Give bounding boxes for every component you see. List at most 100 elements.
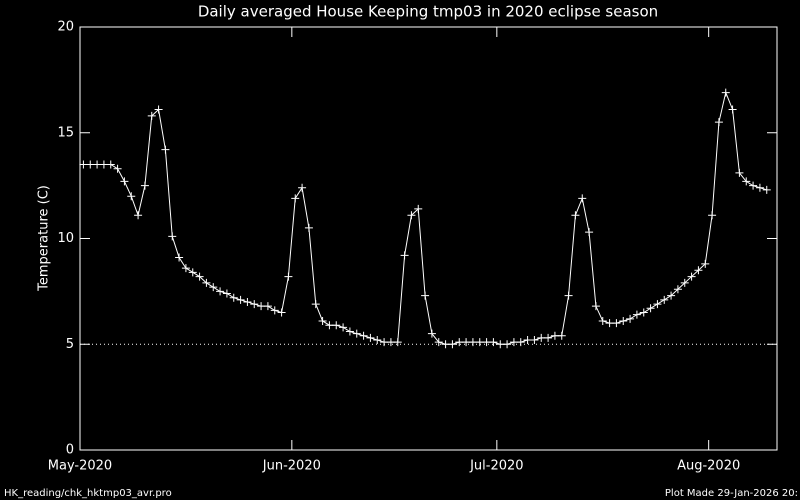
data-point [181,264,190,273]
data-point [86,160,95,169]
data-point [503,340,512,349]
data-point [680,278,689,287]
data-point [475,338,484,347]
data-point [434,338,443,347]
x-tick-label: Jul-2020 [469,459,523,474]
data-point [462,338,471,347]
data-point [742,177,751,186]
data-point [93,160,102,169]
chart-title: Daily averaged House Keeping tmp03 in 20… [198,3,658,21]
data-point [755,183,764,192]
data-point [352,329,361,338]
data-point [236,295,245,304]
y-axis-label: Temperature (C) [37,185,52,292]
data-point [701,259,710,268]
data-point [564,291,573,300]
data-point [598,316,607,325]
data-point [140,181,149,190]
y-tick-label: 5 [66,337,74,352]
data-point [509,338,518,347]
data-point [571,211,580,220]
data-point [632,310,641,319]
data-point [366,333,375,342]
data-point [639,308,648,317]
data-point [161,145,170,154]
data-point [311,300,320,309]
data-line [83,90,767,345]
data-point [250,300,259,309]
y-tick-label: 10 [57,231,74,246]
data-point [106,160,115,169]
data-point [325,321,334,330]
data-point [243,297,252,306]
data-point [393,338,402,347]
data-point [523,336,532,345]
data-point [427,329,436,338]
data-point [202,278,211,287]
data-point [318,316,327,325]
data-point [550,331,559,340]
data-point [175,253,184,262]
y-tick-label: 15 [57,125,74,140]
data-point [304,223,313,232]
data-point [147,111,156,120]
data-point [407,211,416,220]
data-point [578,194,587,203]
data-point [284,272,293,281]
data-point [421,291,430,300]
footer-left: HK_reading/chk_hktmp03_avr.pro [4,488,172,499]
data-point [714,118,723,127]
data-point [359,331,368,340]
data-point [188,268,197,277]
data-point [386,338,395,347]
data-point [762,185,771,194]
data-point [339,323,348,332]
y-tick-label: 0 [66,443,74,458]
data-point [612,319,621,328]
data-point [585,228,594,237]
data-point [557,331,566,340]
data-point [468,338,477,347]
data-point [332,321,341,330]
footer-right: Plot Made 29-Jan-2026 20: [665,488,798,499]
data-point [626,314,635,323]
data-point [721,88,730,97]
data-point [168,232,177,241]
data-point [345,327,354,336]
data-point [448,340,457,349]
data-point [209,283,218,292]
data-point [673,285,682,294]
data-point [591,302,600,311]
data-point [270,306,279,315]
data-point [749,181,758,190]
x-tick-label: May-2020 [48,459,112,474]
data-point [222,289,231,298]
data-point [455,338,464,347]
data-point [120,177,129,186]
y-tick-label: 20 [57,20,74,35]
data-point [414,204,423,213]
data-point [154,105,163,114]
data-point [653,300,662,309]
data-point [544,333,553,342]
data-point [708,211,717,220]
data-point [605,319,614,328]
data-point [646,304,655,313]
data-point [113,164,122,173]
data-point [195,272,204,281]
data-point [373,336,382,345]
data-point [229,293,238,302]
data-point [667,291,676,300]
data-point [687,272,696,281]
data-point [400,251,409,260]
x-tick-label: Aug-2020 [677,459,740,474]
data-point [291,194,300,203]
data-point [79,160,88,169]
data-point [257,302,266,311]
data-point [619,316,628,325]
data-point [127,192,136,201]
data-point [441,340,450,349]
data-point [660,295,669,304]
data-point [489,338,498,347]
